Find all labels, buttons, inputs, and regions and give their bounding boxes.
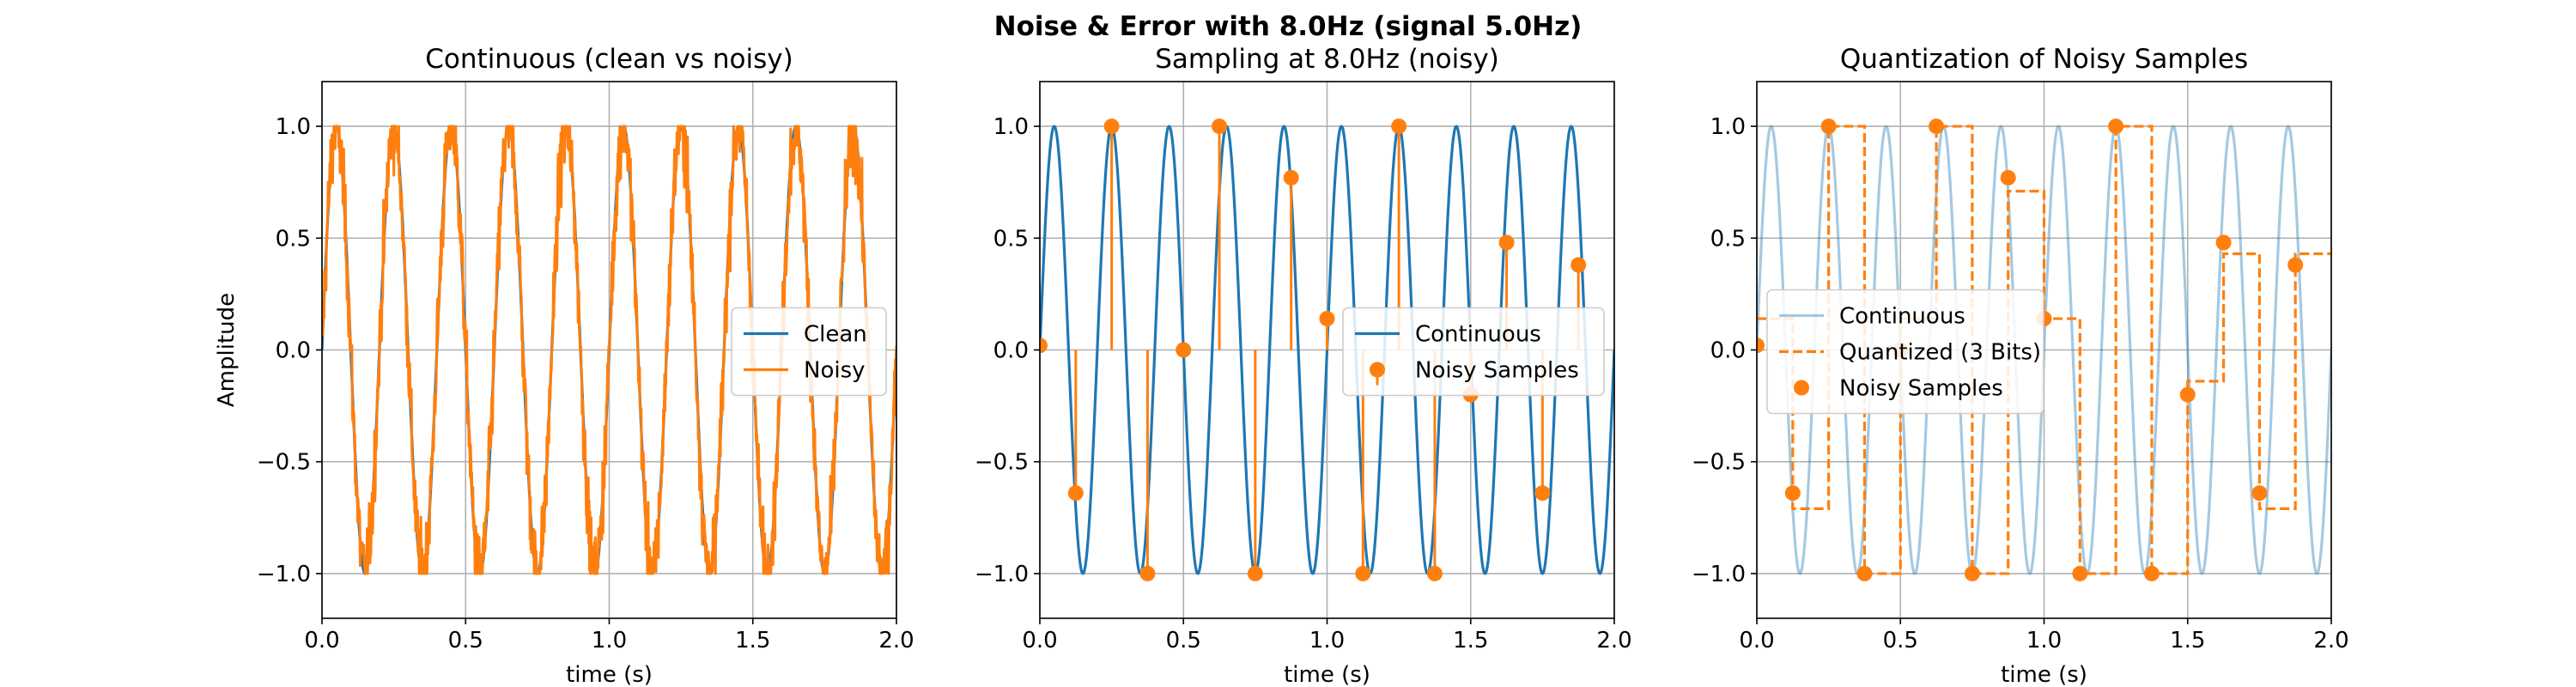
legend: Clean Noisy (731, 307, 887, 397)
y-tick-label: 0.0 (276, 338, 311, 364)
x-tick-label: 0.0 (1022, 628, 1057, 654)
x-tick-label: 0.5 (1166, 628, 1201, 654)
y-tick-label: −0.5 (257, 450, 311, 476)
legend-label: Continuous (1839, 304, 1965, 330)
sample-point (1040, 337, 1048, 354)
sample-point (1247, 565, 1263, 581)
legend-label: Continuous (1415, 322, 1541, 348)
legend-marker (1370, 362, 1385, 378)
sample-point (1283, 169, 1299, 185)
sample-point (1820, 119, 1837, 135)
legend-label: Quantized (3 Bits) (1839, 340, 2041, 366)
legend-label: Noisy Samples (1839, 376, 2003, 402)
x-tick-label: 0.0 (304, 628, 339, 654)
y-tick-label: −1.0 (1692, 562, 1746, 587)
panel-2: Sampling at 8.0Hz (noisy) 0.0 0.5 1.0 1.5 2.0… (975, 44, 1632, 687)
sample-point (2072, 565, 2088, 581)
sample-point (1757, 337, 1765, 354)
y-tick-label: 0.5 (1710, 226, 1746, 252)
x-tick-label: 1.5 (1453, 628, 1488, 654)
sample-point (1784, 485, 1801, 502)
x-tick-label: 0.5 (1883, 628, 1918, 654)
y-tick-label: 0.0 (1710, 338, 1746, 364)
sample-point (1964, 565, 1980, 581)
sample-point (2215, 234, 2232, 251)
y-tick-label: 1.0 (276, 114, 311, 140)
sample-point (1067, 485, 1084, 502)
legend: Continuous Noisy Samples (1342, 307, 1605, 397)
figure-suptitle: Noise & Error with 8.0Hz (signal 5.0Hz) (994, 11, 1583, 42)
x-tick-label: 1.0 (1309, 628, 1345, 654)
panel-3: Quantization of Noisy Samples 0.0 0.5 1.0 1.… (1692, 44, 2349, 687)
x-tick-label: 1.0 (592, 628, 627, 654)
x-tick-label: 1.5 (735, 628, 770, 654)
x-tick-label: 1.5 (2170, 628, 2205, 654)
sample-point (2179, 386, 2196, 403)
legend-frame (731, 307, 887, 397)
x-tick-label: 0.0 (1739, 628, 1774, 654)
sample-point (1391, 119, 1407, 135)
x-tick-label: 2.0 (878, 628, 914, 654)
sample-point (1355, 565, 1371, 581)
sample-point (2287, 257, 2304, 273)
legend: Continuous Quantized (3 Bits) Noisy Sample… (1766, 289, 2044, 415)
x-axis-label: time (s) (566, 662, 653, 687)
legend-label: Clean (804, 322, 867, 348)
x-tick-label: 1.0 (2026, 628, 2062, 654)
y-tick-label: −1.0 (975, 562, 1029, 587)
y-tick-label: −0.5 (975, 450, 1029, 476)
x-tick-label: 2.0 (2313, 628, 2348, 654)
legend-frame (1766, 289, 2044, 415)
sample-point (1929, 119, 1945, 135)
legend-label: Noisy (804, 358, 866, 384)
x-tick-label: 2.0 (1596, 628, 1631, 654)
panel-title: Sampling at 8.0Hz (noisy) (1155, 44, 1499, 75)
x-axis-label: time (s) (2001, 662, 2087, 687)
series-noisy (322, 125, 896, 575)
panel-title: Quantization of Noisy Samples (1840, 44, 2248, 75)
sample-point (2143, 565, 2160, 581)
panel-title: Continuous (clean vs noisy) (425, 44, 793, 75)
y-tick-label: −1.0 (257, 562, 311, 587)
y-tick-label: 0.0 (993, 338, 1029, 364)
y-tick-label: −0.5 (1692, 450, 1746, 476)
sample-point (1139, 565, 1156, 581)
sample-point (1534, 485, 1551, 502)
sample-point (2108, 119, 2124, 135)
y-axis-label: Amplitude (214, 293, 240, 407)
y-tick-label: 1.0 (1710, 114, 1746, 140)
sample-point (1856, 565, 1873, 581)
y-tick-label: 0.5 (993, 226, 1029, 252)
sample-point (2000, 169, 2016, 185)
sample-point (1498, 234, 1515, 251)
sample-point (1176, 342, 1192, 358)
sample-point (1426, 565, 1443, 581)
panel-1: Continuous (clean vs noisy) 0.0 0.5 1.0 1.5 2… (214, 44, 914, 687)
sample-point (1212, 119, 1228, 135)
legend-frame (1342, 307, 1605, 397)
sample-point (1103, 119, 1120, 135)
x-tick-label: 0.5 (448, 628, 483, 654)
x-axis-label: time (s) (1284, 662, 1370, 687)
y-tick-label: 0.5 (276, 226, 311, 252)
legend-marker (1794, 380, 1809, 396)
sample-point (1319, 311, 1335, 327)
sample-point (2251, 485, 2268, 502)
legend-label: Noisy Samples (1415, 358, 1579, 384)
y-tick-label: 1.0 (993, 114, 1029, 140)
sample-point (1571, 257, 1587, 273)
